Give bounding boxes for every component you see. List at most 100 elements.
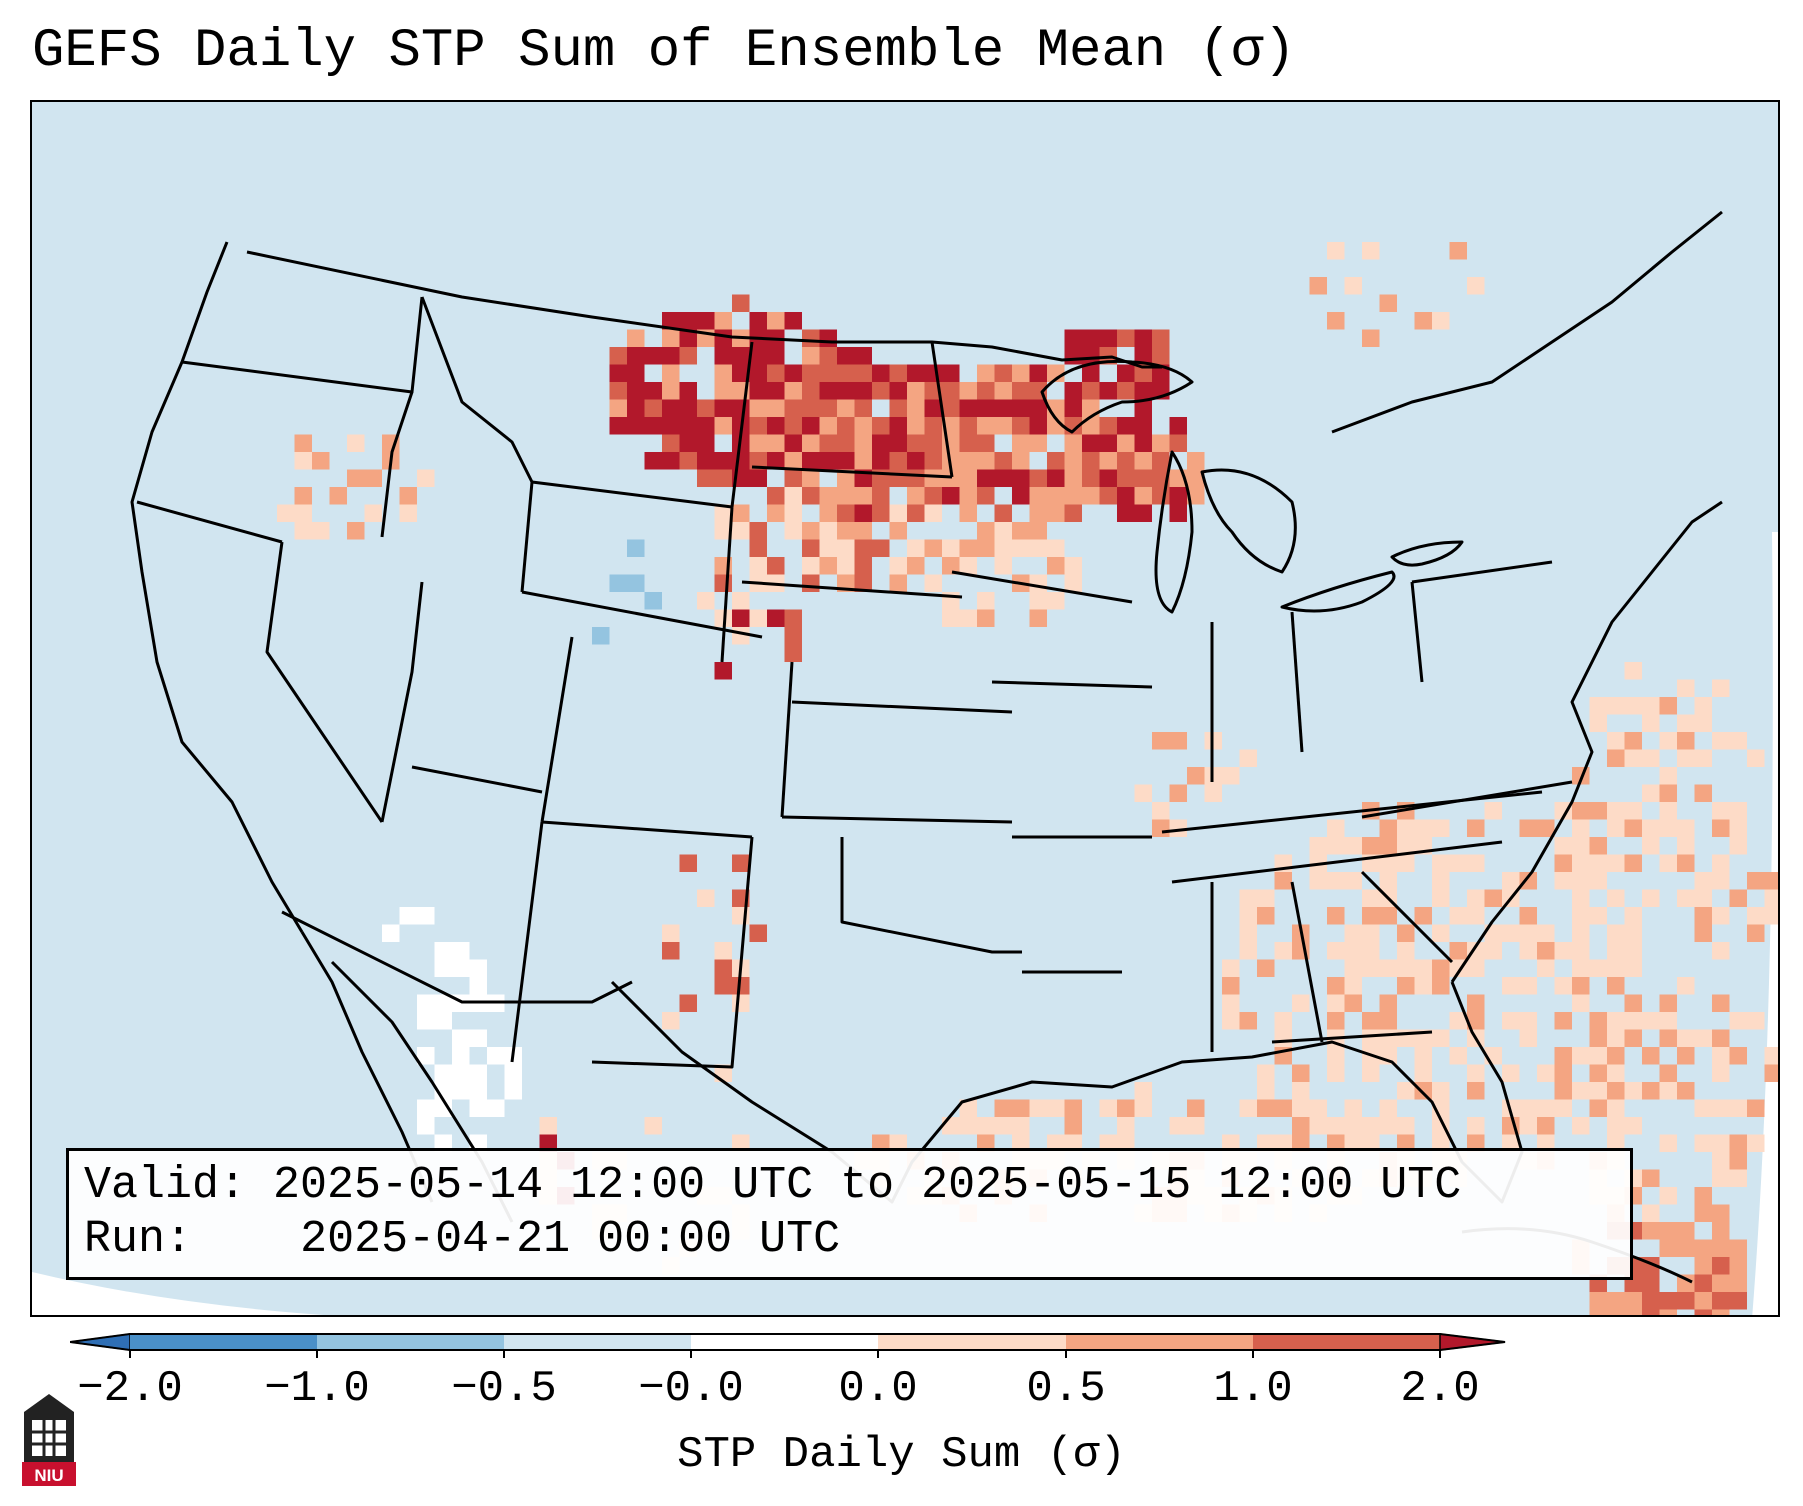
stp-cell (1222, 994, 1240, 1012)
stp-cell (1572, 802, 1590, 820)
stp-cell (1082, 434, 1100, 452)
stp-cell (1012, 539, 1030, 557)
stp-cell (1274, 942, 1292, 960)
stp-cell (1677, 889, 1695, 907)
stp-cell (1379, 1117, 1397, 1135)
stp-cell (1117, 364, 1135, 382)
stp-cell (1117, 382, 1135, 400)
stp-cell (732, 347, 750, 365)
stp-cell (1607, 1099, 1625, 1117)
stp-cell (749, 469, 767, 487)
nm-tx-line (591, 836, 754, 1069)
stp-cell (662, 347, 680, 365)
stp-cell (1572, 994, 1590, 1012)
stp-cell (1344, 1099, 1362, 1117)
stp-cell (347, 469, 365, 487)
stp-cell (767, 382, 785, 400)
stp-cell (1414, 907, 1432, 925)
stp-cell (1747, 924, 1765, 942)
stp-cell (1572, 837, 1590, 855)
stp-cell (1064, 452, 1082, 470)
stp-cell (1362, 924, 1380, 942)
stp-cell (837, 417, 855, 435)
stp-cell (1502, 924, 1520, 942)
stp-cell (399, 504, 417, 522)
stp-cell (854, 574, 872, 592)
stp-cell (784, 364, 802, 382)
stp-cell (417, 1099, 435, 1117)
stp-cell (1729, 819, 1747, 837)
stp-cell (1572, 854, 1590, 872)
stp-cell (889, 434, 907, 452)
stp-cell (977, 399, 995, 417)
stp-cell (1677, 977, 1695, 995)
stp-cell (767, 347, 785, 365)
stp-cell (1677, 1082, 1695, 1100)
stp-cell (1519, 942, 1537, 960)
stp-cell (732, 994, 750, 1012)
stp-cell (1572, 924, 1590, 942)
stp-cell (732, 609, 750, 627)
stp-cell (1747, 749, 1765, 767)
stp-cell (1642, 1169, 1660, 1187)
stp-cell (1659, 1222, 1677, 1240)
stp-cell (1729, 1047, 1747, 1065)
stp-cell (1467, 889, 1485, 907)
stp-cell (679, 382, 697, 400)
stp-cell (1712, 679, 1730, 697)
stp-cell (767, 504, 785, 522)
stp-cell (1117, 434, 1135, 452)
stp-cell (1152, 434, 1170, 452)
stp-cell (1467, 1117, 1485, 1135)
stp-cell (452, 1047, 470, 1065)
stp-cell (1572, 819, 1590, 837)
stp-cell (697, 452, 715, 470)
stp-cell (1257, 1099, 1275, 1117)
stp-cell (732, 627, 750, 645)
stp-cell (1134, 504, 1152, 522)
stp-cell (1344, 924, 1362, 942)
stp-cell (942, 399, 960, 417)
colorbar-tick-label: −0.5 (451, 1364, 557, 1414)
stp-cell (802, 452, 820, 470)
stp-cell (1152, 329, 1170, 347)
stp-cell (1152, 802, 1170, 820)
stp-cell (1624, 1082, 1642, 1100)
stp-cell (679, 399, 697, 417)
stp-cell (1467, 854, 1485, 872)
stp-cell (1642, 837, 1660, 855)
stp-cell (1099, 329, 1117, 347)
stp-cell (329, 487, 347, 505)
stp-cell (889, 452, 907, 470)
stp-cell (924, 504, 942, 522)
stp-cell (1012, 1134, 1030, 1152)
stp-cell (1274, 1134, 1292, 1152)
stp-cell (732, 364, 750, 382)
stp-cell (1729, 1274, 1747, 1292)
stp-cell (802, 557, 820, 575)
stp-cell (784, 452, 802, 470)
stp-cell (924, 399, 942, 417)
stp-cell (1694, 714, 1712, 732)
stp-cell (837, 347, 855, 365)
stp-anomaly-cells (277, 242, 1778, 1315)
stp-cell (469, 1082, 487, 1100)
stp-cell (294, 522, 312, 540)
stp-cell (994, 539, 1012, 557)
stp-cell (627, 329, 645, 347)
stp-cell (1117, 487, 1135, 505)
stp-cell (1659, 1029, 1677, 1047)
stp-cell (1712, 1239, 1730, 1257)
stp-cell (1467, 1082, 1485, 1100)
stp-cell (819, 347, 837, 365)
stp-cell (627, 347, 645, 365)
stp-cell (837, 504, 855, 522)
stp-cell (889, 504, 907, 522)
stp-cell (1362, 1064, 1380, 1082)
pa-ny-line (1411, 560, 1553, 584)
stp-cell (1659, 732, 1677, 750)
stp-cell (592, 627, 610, 645)
stp-cell (1239, 942, 1257, 960)
stp-cell (1712, 1064, 1730, 1082)
stp-cell (1152, 732, 1170, 750)
